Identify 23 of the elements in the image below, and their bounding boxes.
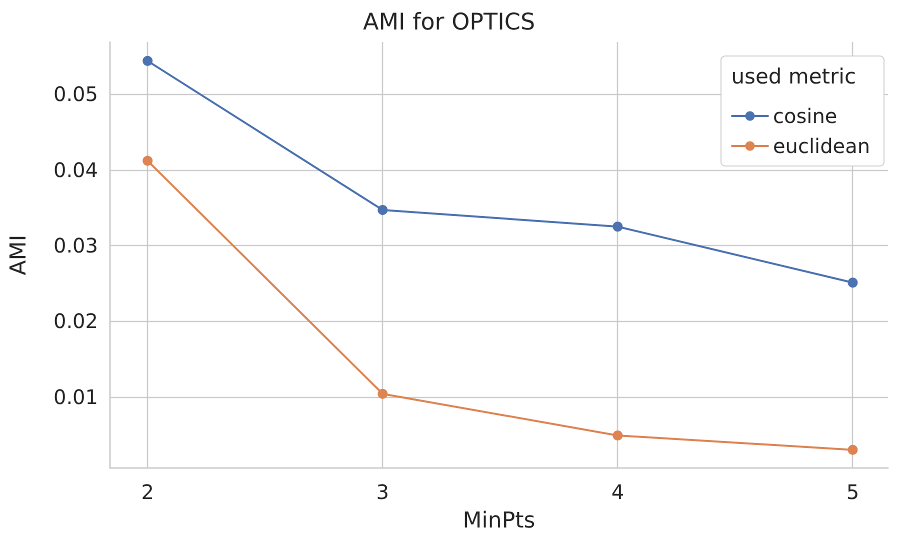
x-axis-title: MinPts [462, 508, 536, 534]
point [378, 204, 388, 215]
x-tick-label: 3 [376, 480, 390, 504]
y-tick-label: 0.02 [53, 309, 98, 334]
point [612, 430, 623, 440]
legend-title: used metric [731, 64, 856, 88]
x-tick-label: 4 [611, 480, 624, 504]
chart-title: AMI for OPTICS [362, 10, 536, 36]
y-axis-title: AMI [6, 234, 32, 276]
legend-label: euclidean [772, 134, 870, 158]
y-tick-label: 0.01 [53, 384, 98, 409]
point [848, 278, 858, 288]
y-tick-label: 0.05 [53, 82, 98, 106]
point [848, 444, 858, 455]
x-tick-label: 2 [141, 480, 154, 504]
point [612, 222, 623, 232]
y-tick-label: 0.04 [53, 158, 98, 182]
x-tick-label: 5 [846, 480, 860, 504]
legend-label: cosine [772, 104, 838, 128]
y-tick-label: 0.03 [53, 234, 98, 258]
point [142, 156, 153, 166]
point [378, 388, 388, 399]
point [142, 56, 153, 66]
